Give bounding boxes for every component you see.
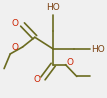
Text: O: O bbox=[12, 43, 19, 52]
Text: HO: HO bbox=[91, 44, 105, 54]
Text: O: O bbox=[12, 19, 19, 28]
Text: HO: HO bbox=[46, 3, 60, 12]
Text: O: O bbox=[33, 75, 40, 84]
Text: O: O bbox=[67, 58, 74, 67]
